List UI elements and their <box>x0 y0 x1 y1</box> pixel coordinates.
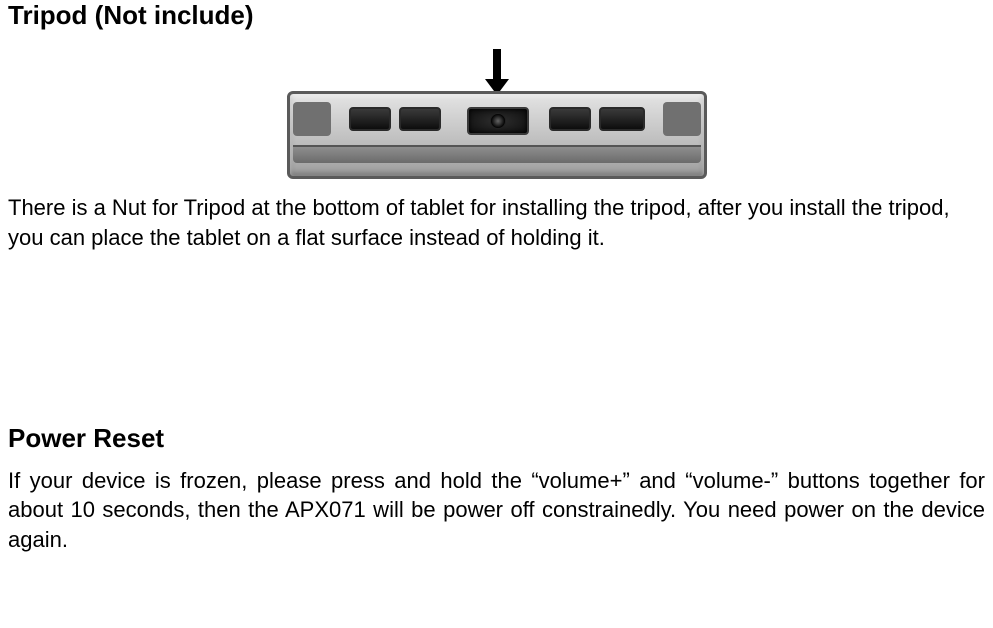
arrow-icon <box>493 49 501 83</box>
power-reset-heading: Power Reset <box>8 423 985 454</box>
device-side-right <box>663 102 701 136</box>
tripod-figure <box>287 49 707 179</box>
device-button <box>549 107 591 131</box>
device-body <box>287 91 707 179</box>
power-reset-paragraph: If your device is frozen, please press a… <box>8 466 985 555</box>
tripod-paragraph: There is a Nut for Tripod at the bottom … <box>8 193 985 252</box>
device-side-left <box>293 102 331 136</box>
device-button <box>349 107 391 131</box>
tripod-heading: Tripod (Not include) <box>8 0 985 31</box>
tripod-nut-hole <box>490 113 506 129</box>
device-edge <box>293 145 701 163</box>
tripod-figure-wrap <box>8 49 985 179</box>
device-button <box>399 107 441 131</box>
device-button <box>599 107 645 131</box>
